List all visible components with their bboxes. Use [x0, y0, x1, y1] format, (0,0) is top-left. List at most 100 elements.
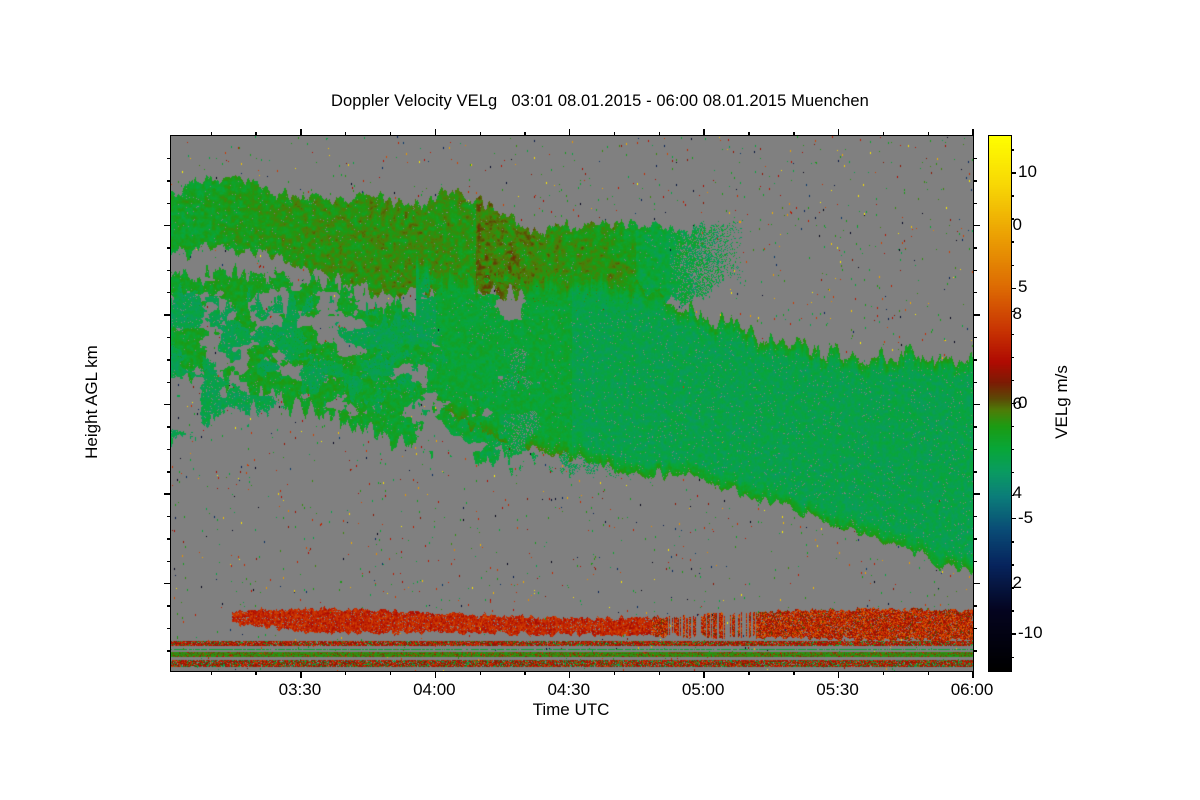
colorbar-minor-tick — [1011, 310, 1014, 312]
x-minor-tick — [255, 671, 257, 675]
colorbar-minor-tick — [1011, 149, 1014, 151]
colorbar-minor-tick — [1011, 195, 1014, 197]
colorbar-minor-tick — [1011, 379, 1014, 382]
y-minor-tick — [167, 538, 171, 540]
colorbar-tick-mark — [1011, 633, 1016, 635]
colorbar-minor-tick — [1011, 449, 1014, 451]
y-tick-mark — [164, 403, 171, 406]
y-minor-tick — [973, 560, 977, 563]
y-minor-tick — [167, 650, 171, 652]
x-tick-mark — [569, 671, 571, 678]
y-minor-tick — [167, 157, 171, 160]
y-minor-tick — [973, 292, 977, 294]
colorbar-tick-label-minus5: -5 — [1018, 507, 1034, 527]
x-minor-tick — [389, 671, 392, 675]
colorbar-minor-tick — [1011, 264, 1014, 266]
colorbar-minor-tick — [1011, 472, 1014, 474]
x-minor-tick — [882, 132, 885, 136]
colorbar-minor-tick — [1011, 656, 1014, 658]
y-minor-tick — [973, 515, 977, 518]
y-minor-tick — [973, 202, 977, 204]
y-tick-mark — [973, 582, 980, 585]
x-minor-tick — [255, 132, 257, 136]
y-minor-tick — [167, 381, 171, 383]
y-minor-tick — [973, 448, 977, 451]
x-tick-mark — [300, 671, 302, 678]
colorbar-minor-tick — [1011, 541, 1014, 543]
y-tick-label-2: 2 — [1012, 572, 1022, 592]
y-tick-mark — [973, 314, 980, 316]
colorbar-tick-mark — [1011, 518, 1016, 520]
x-tick-mark — [703, 671, 705, 678]
chart-title: Doppler Velocity VELg 03:01 08.01.2015 -… — [331, 92, 869, 110]
x-tick-label-04-30: 04:30 — [547, 680, 591, 699]
y-tick-mark — [164, 314, 171, 316]
y-minor-tick — [167, 426, 171, 428]
x-minor-tick — [524, 671, 526, 675]
x-axis-title: Time UTC — [532, 700, 610, 719]
x-tick-mark — [972, 671, 974, 678]
x-minor-tick — [345, 132, 347, 136]
colorbar-minor-tick — [1011, 564, 1014, 566]
x-minor-tick — [658, 132, 661, 136]
x-minor-tick — [389, 132, 392, 136]
x-minor-tick — [882, 671, 885, 675]
y-minor-tick — [167, 515, 171, 518]
colorbar-minor-tick — [1011, 218, 1014, 220]
x-tick-mark — [837, 671, 840, 678]
y-minor-tick — [973, 538, 977, 540]
colorbar-minor-tick — [1011, 425, 1014, 428]
y-minor-tick — [973, 336, 977, 339]
y-tick-mark — [164, 493, 171, 495]
y-minor-tick — [167, 202, 171, 204]
y-minor-tick — [973, 605, 977, 607]
x-tick-mark — [703, 129, 705, 136]
x-tick-label-04-00: 04:00 — [413, 680, 456, 699]
colorbar-minor-tick — [1011, 241, 1014, 243]
x-minor-tick — [793, 132, 795, 136]
y-minor-tick — [973, 180, 977, 182]
x-tick-mark — [569, 129, 571, 136]
y-minor-tick — [973, 359, 977, 361]
colorbar-minor-tick — [1011, 333, 1014, 336]
y-tick-mark — [164, 582, 171, 585]
y-minor-tick — [167, 336, 171, 339]
y-tick-mark — [973, 224, 980, 227]
x-minor-tick — [658, 671, 661, 675]
x-tick-label-05-30: 05:30 — [816, 680, 859, 699]
colorbar-gradient — [989, 136, 1011, 671]
colorbar-tick-label-0: 0 — [1018, 392, 1028, 412]
y-minor-tick — [973, 426, 977, 428]
x-minor-tick — [345, 671, 347, 675]
colorbar-tick-mark — [1011, 172, 1016, 174]
x-tick-mark — [300, 129, 302, 136]
x-minor-tick — [210, 132, 213, 136]
colorbar-tick-mark — [1011, 402, 1016, 405]
y-minor-tick — [167, 627, 171, 630]
colorbar-title: VELg m/s — [1052, 365, 1071, 439]
x-minor-tick — [927, 132, 929, 136]
plot-area[interactable] — [164, 129, 980, 678]
y-tick-mark — [973, 493, 980, 495]
colorbar[interactable] — [988, 135, 1016, 672]
x-tick-label-05-00: 05:00 — [681, 680, 725, 699]
x-tick-label-06-00: 06:00 — [950, 680, 994, 699]
y-tick-label-4: 4 — [1012, 483, 1022, 503]
colorbar-minor-tick — [1011, 587, 1014, 589]
x-minor-tick — [479, 671, 481, 675]
colorbar-minor-tick — [1011, 495, 1014, 497]
x-minor-tick — [613, 132, 616, 136]
y-axis-title: Height AGL km — [82, 345, 101, 459]
x-minor-tick — [210, 671, 213, 675]
y-minor-tick — [167, 359, 171, 361]
x-tick-label-03-30: 03:30 — [278, 680, 322, 699]
x-minor-tick — [927, 671, 929, 675]
x-tick-mark — [837, 129, 840, 136]
y-minor-tick — [167, 269, 171, 272]
y-minor-tick — [167, 180, 171, 182]
y-minor-tick — [973, 269, 977, 272]
y-tick-label-6: 6 — [1012, 393, 1022, 413]
y-minor-tick — [167, 292, 171, 294]
y-tick-mark — [164, 224, 171, 227]
